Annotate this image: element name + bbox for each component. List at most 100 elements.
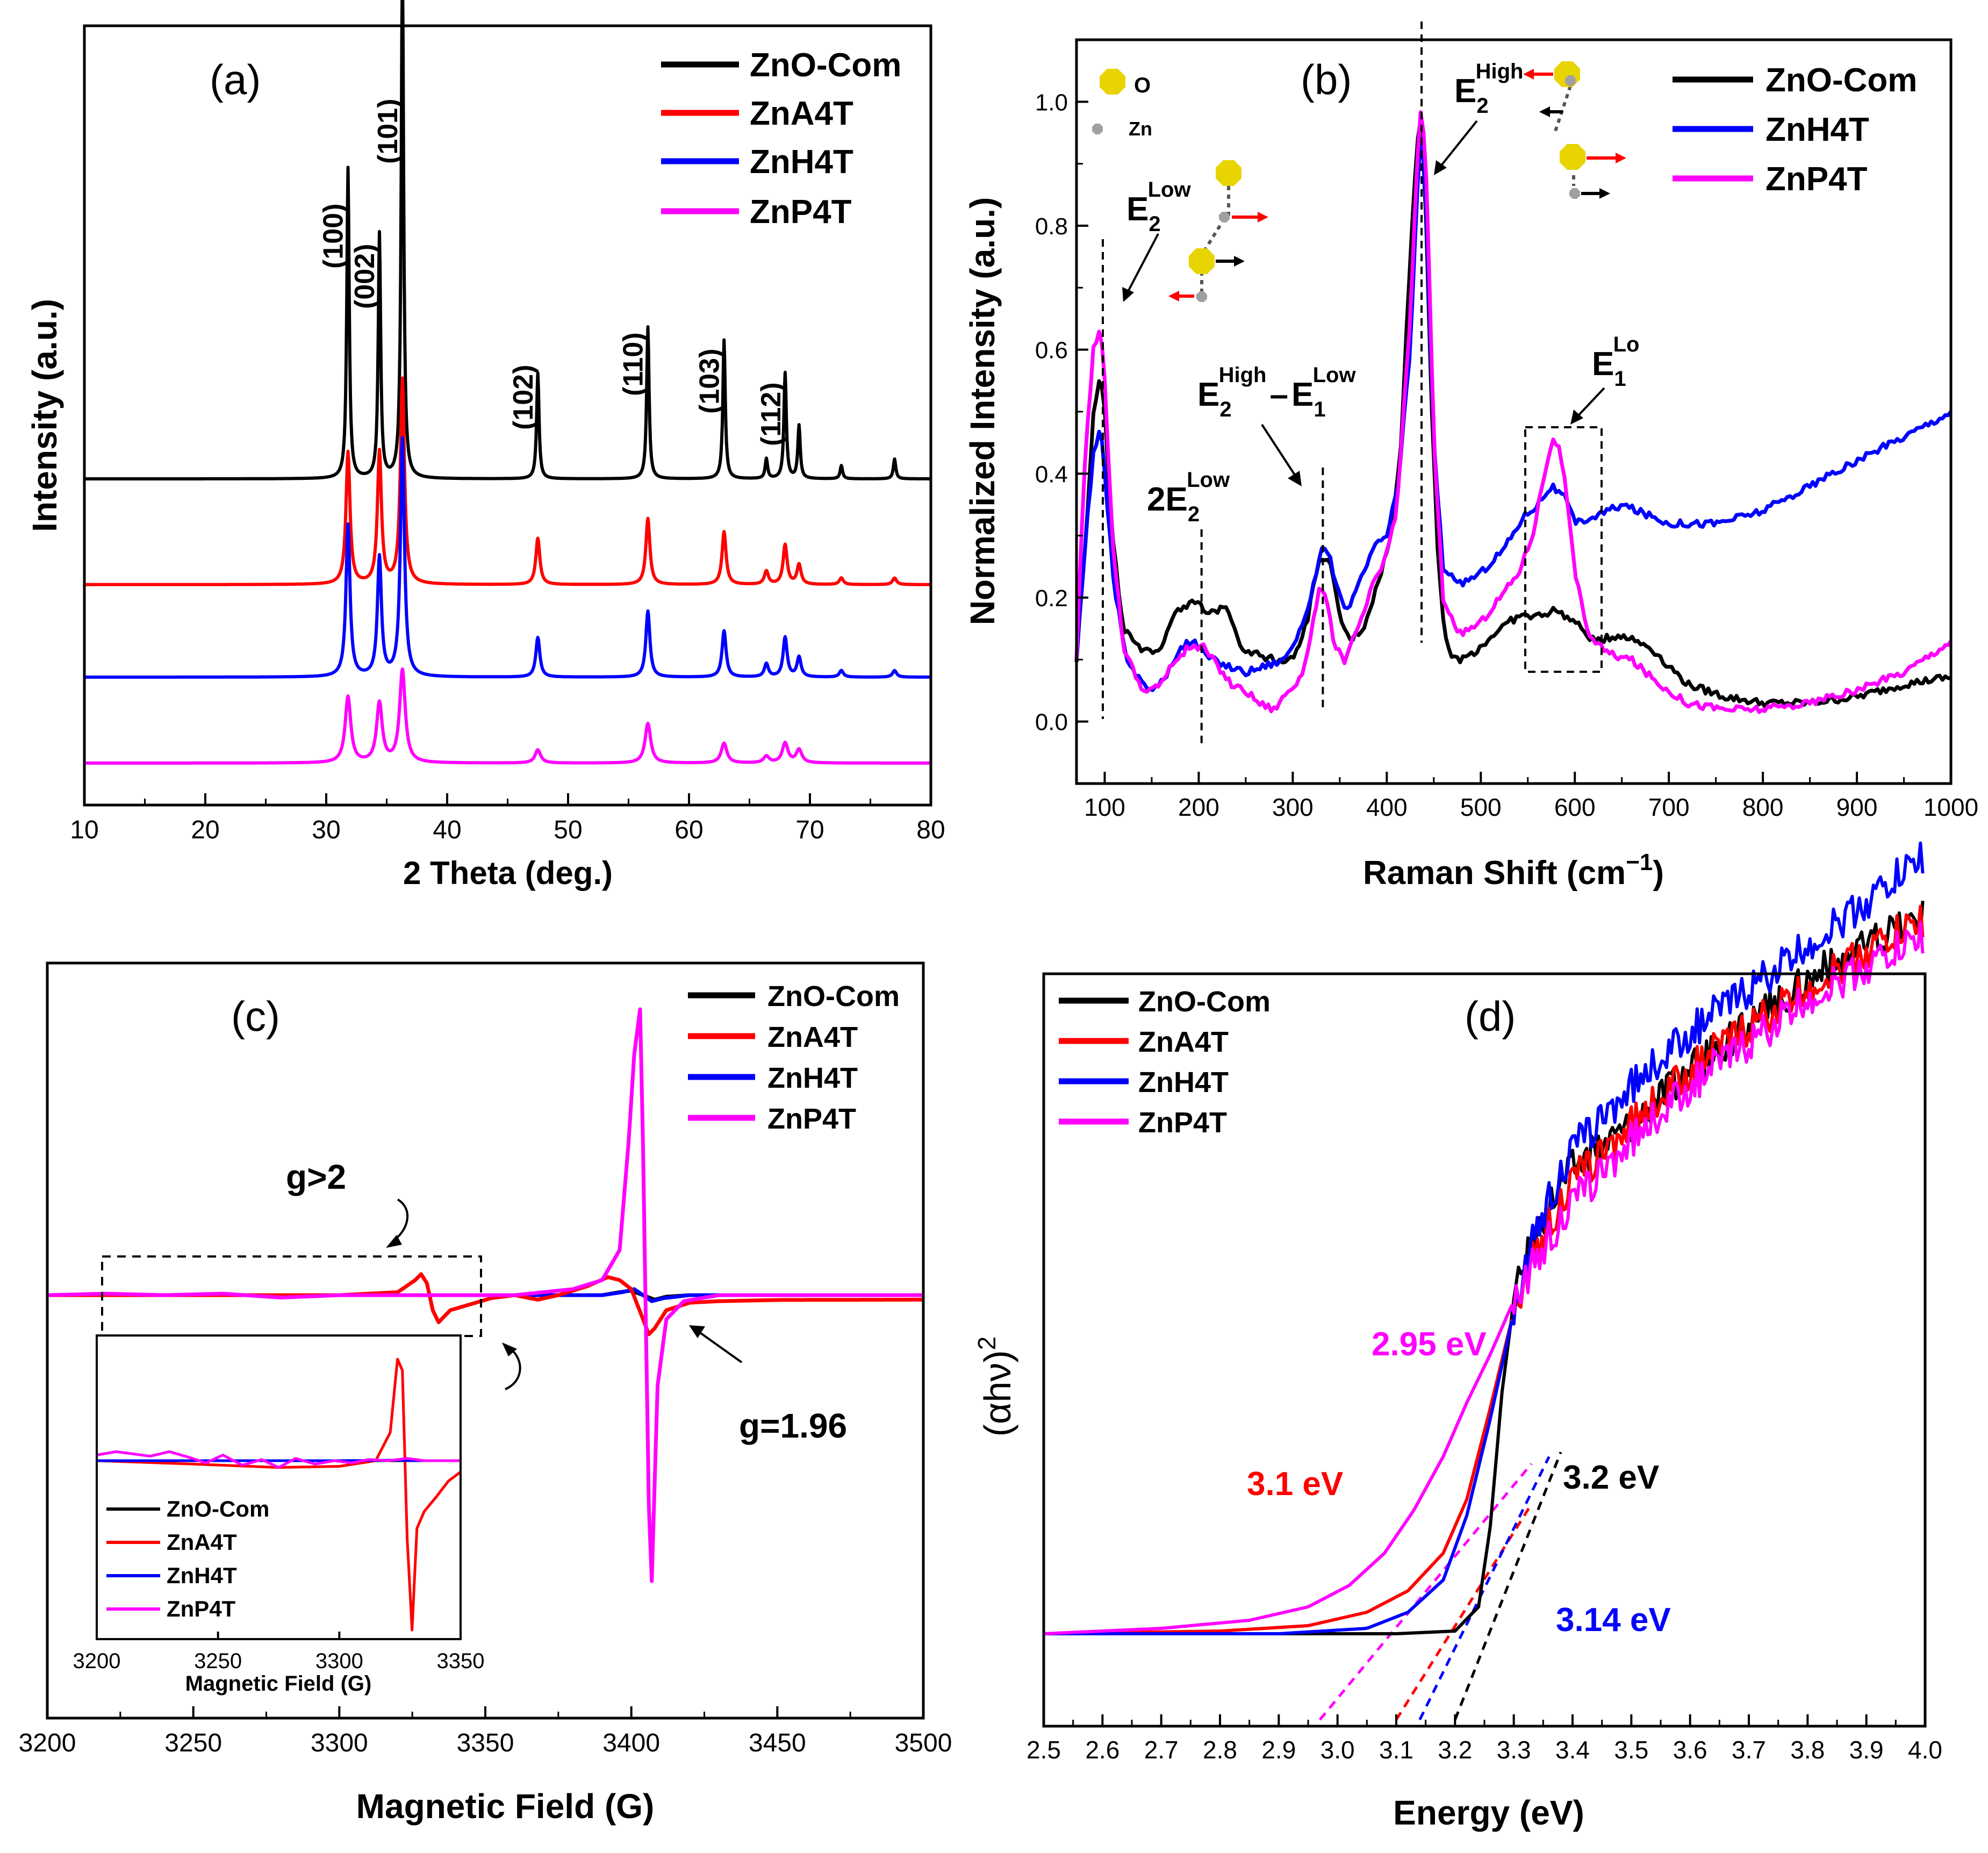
series-line-znh4t	[83, 436, 932, 679]
panel-b-label: (b)	[1301, 56, 1352, 103]
series-line-znp4t	[1043, 921, 1925, 1635]
combo-a-base: E	[1197, 376, 1219, 413]
x-axis-tick-label: 3200	[19, 1729, 76, 1757]
panel-b-axes: 100 200 300 400 500 600 700 800 900 1000 0.0 0.2 0.4…	[1035, 89, 1978, 821]
peak-label-102: (102)	[508, 365, 539, 430]
panel-d-legend: ZnO-Com ZnA4T ZnH4T ZnP4T	[1059, 986, 1271, 1139]
g-low-annotation: g=1.96	[739, 1406, 847, 1445]
panel-c-x-axis-label: Magnetic Field (G)	[356, 1787, 655, 1826]
e2-low-annotation: E2 Low	[1126, 178, 1191, 236]
series-line-znp4t	[1074, 110, 1953, 714]
arrow-head-icon	[1258, 212, 1268, 222]
y-axis-tick-label: 0.6	[1035, 337, 1068, 364]
g-high-annotation: g>2	[286, 1158, 346, 1196]
panel-b-x-axis-label-main: Raman Shift (cm	[1363, 854, 1626, 892]
combo-b-base: E	[1291, 376, 1314, 413]
legend-label-znp4t: ZnP4T	[750, 193, 852, 231]
x-axis-tick-label: 200	[1178, 793, 1219, 821]
x-axis-tick-label: 20	[191, 816, 219, 844]
y-axis-tick-label: 1.0	[1035, 89, 1068, 116]
inset-x-axis-tick-label: 3300	[315, 1649, 363, 1673]
legend-label-znh4t: ZnH4T	[167, 1563, 237, 1588]
x-axis-tick-label: 3400	[602, 1729, 660, 1757]
peak-label-112: (112)	[756, 382, 787, 446]
e2-low-pointer-arrow	[1126, 233, 1159, 293]
arrow-head-icon	[1234, 256, 1245, 267]
band-gap-label-zno-com: 3.2 eV	[1563, 1459, 1659, 1496]
two-e2-low-base: 2E	[1147, 481, 1188, 518]
legend-label-znh4t: ZnH4T	[750, 143, 853, 181]
legend-label-znp4t: ZnP4T	[767, 1103, 856, 1135]
panel-d: 2.5 2.6 2.7 2.8 2.9 3.0 3.1 3.2 3.3 3.4 3.5 3.6 3.7 3…	[973, 841, 1942, 1832]
e1-lo-sup: Lo	[1613, 333, 1640, 356]
legend-label-znh4t: ZnH4T	[767, 1062, 858, 1094]
oxygen-atom-icon	[1560, 144, 1585, 170]
panel-c-plot-area	[47, 1007, 924, 1583]
e2-high-arrow-head-icon	[1434, 160, 1447, 175]
x-axis-tick-label: 2.9	[1261, 1736, 1296, 1764]
legend-label-zna4t: ZnA4T	[1138, 1026, 1229, 1058]
series-line-zna4t	[83, 376, 932, 586]
inset-x-axis-tick-label: 3200	[73, 1649, 121, 1673]
e1-lo-highlight-box	[1524, 426, 1603, 673]
panel-b-plot-area	[1074, 21, 1953, 744]
legend-label-zno-com: ZnO-Com	[767, 980, 900, 1012]
x-axis-tick-label: 2.8	[1203, 1736, 1237, 1764]
combination-mode-annotation: E2High–E1Low	[1197, 363, 1356, 421]
inset-series-line-znp4t	[96, 1450, 461, 1469]
panel-d-label: (d)	[1465, 993, 1516, 1040]
y-axis-tick-label: 0.4	[1035, 461, 1068, 487]
legend-label-znp4t: ZnP4T	[1765, 161, 1868, 198]
x-axis-tick-label: 2.6	[1085, 1736, 1119, 1764]
legend-label-zna4t: ZnA4T	[767, 1021, 858, 1053]
x-axis-tick-label: 3.1	[1379, 1736, 1413, 1764]
arrow-head-icon	[1599, 188, 1610, 199]
e1-lo-annotation: E1 Lo	[1592, 333, 1639, 391]
panel-d-y-axis-label-sup: 2	[973, 1337, 1001, 1351]
combo-separator: –	[1269, 376, 1288, 413]
x-axis-tick-label: 70	[795, 816, 824, 844]
legend-label-zno-com: ZnO-Com	[1765, 62, 1917, 99]
combo-a-sub: 2	[1219, 398, 1231, 421]
zinc-atom-icon	[1569, 188, 1580, 199]
legend-label-zno-com: ZnO-Com	[1138, 986, 1271, 1018]
panel-a-x-axis: 10 20 30 40 50 60 70 80	[70, 793, 945, 844]
oxygen-atom-icon	[1216, 160, 1241, 186]
peak-label-103: (103)	[694, 349, 725, 414]
two-e2-low-sup: Low	[1187, 468, 1230, 492]
x-axis-tick-label: 3.2	[1438, 1736, 1472, 1764]
e2-low-arrow-head-icon	[1122, 287, 1134, 302]
peak-label-002: (002)	[349, 244, 381, 309]
raman-mode-annotations: E2Low E2High 2E2Low E2High–E1Low E1Lo	[1122, 60, 1639, 673]
x-axis-tick-label: 3.6	[1673, 1736, 1707, 1764]
legend-label-zna4t: ZnA4T	[167, 1529, 237, 1555]
combo-b-sub: 1	[1314, 398, 1325, 421]
band-gap-label-zna4t: 3.1 eV	[1247, 1466, 1343, 1503]
zinc-atom-icon	[1196, 291, 1207, 302]
x-axis-tick-label: 50	[554, 816, 582, 844]
arrow-head-icon	[1616, 153, 1626, 163]
series-line-zno-com	[1074, 118, 1951, 709]
x-axis-tick-label: 60	[674, 816, 703, 844]
x-axis-tick-label: 500	[1460, 793, 1502, 821]
series-line-zna4t	[1043, 904, 1925, 1635]
x-axis-tick-label: 30	[312, 816, 340, 844]
inset-x-axis-tick-label: 3250	[194, 1649, 242, 1673]
tangent-line-magenta	[1318, 1463, 1533, 1721]
combination-arrow-head-icon	[1288, 471, 1302, 486]
x-axis-tick-label: 3.5	[1614, 1736, 1648, 1764]
combination-pointer-arrow	[1261, 423, 1296, 477]
tangent-line-blue	[1418, 1456, 1551, 1721]
y-axis-tick-label: 0.0	[1035, 709, 1068, 736]
e2-high-vibration-diagram	[1523, 61, 1626, 199]
panel-d-plot-area	[1043, 841, 1925, 1721]
legend-label-znh4t: ZnH4T	[1765, 111, 1869, 148]
oxygen-atom-icon	[1100, 69, 1125, 95]
e2-low-sub: 2	[1149, 212, 1160, 236]
series-line-znp4t	[47, 1007, 924, 1583]
g-low-pointer-arrow	[698, 1331, 743, 1363]
panel-b: 100 200 300 400 500 600 700 800 900 1000 0.0 0.2 0.4…	[963, 21, 1978, 892]
x-axis-tick-label: 3.8	[1790, 1736, 1825, 1764]
panel-a-plot-area	[83, 0, 932, 765]
